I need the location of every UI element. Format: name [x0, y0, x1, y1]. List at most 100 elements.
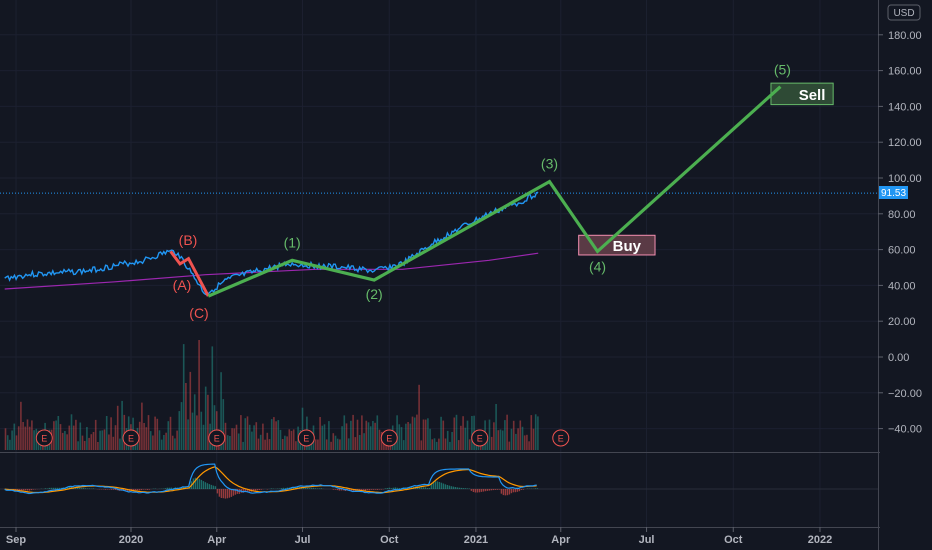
histogram-bar — [368, 489, 371, 491]
volume-bar — [438, 438, 440, 450]
volume-bar — [523, 435, 526, 450]
histogram-bar — [66, 487, 69, 489]
histogram-bar — [426, 488, 429, 489]
histogram-bar — [422, 487, 425, 489]
sell-zone-label: Sell — [799, 87, 826, 104]
volume-bar — [361, 415, 363, 450]
volume-bar — [365, 420, 368, 450]
volume-bar — [420, 440, 423, 450]
volume-bar — [244, 418, 247, 450]
time-tick-label: Apr — [207, 534, 227, 546]
volume-bar — [515, 433, 517, 450]
volume-bar — [411, 416, 414, 450]
volume-bar — [343, 415, 346, 450]
histogram-bar — [534, 488, 537, 489]
histogram-bar — [420, 487, 423, 489]
volume-bar — [11, 430, 13, 450]
volume-bar — [240, 415, 242, 450]
histogram-bar — [486, 489, 489, 491]
histogram-bar — [484, 489, 487, 492]
volume-bar — [202, 424, 205, 450]
volume-bar — [57, 416, 60, 450]
price-tick-label: 100.00 — [888, 173, 922, 185]
volume-bar — [55, 420, 57, 450]
price-axis[interactable]: 180.00 160.00 140.00 120.00 100.00 80.00 60.00… — [878, 30, 922, 436]
histogram-bar — [378, 489, 381, 490]
histogram-bar — [312, 487, 315, 489]
time-tick-label: Oct — [724, 534, 743, 546]
volume-bar — [31, 420, 33, 450]
volume-bar — [94, 419, 97, 450]
histogram-bar — [20, 489, 23, 491]
volume-bar — [70, 414, 73, 450]
earnings-marker — [208, 429, 226, 447]
volume-bar — [431, 439, 434, 450]
volume-bar — [358, 435, 361, 450]
histogram-bar — [442, 483, 445, 489]
volume-bar — [79, 422, 82, 450]
histogram-bar — [222, 489, 225, 499]
histogram-bar — [24, 489, 27, 491]
histogram-bar — [144, 489, 147, 490]
volume-bar — [537, 416, 539, 450]
volume-bar — [242, 441, 244, 450]
volume-bar — [534, 414, 537, 450]
volume-bar — [257, 438, 260, 450]
volume-bar — [418, 384, 420, 450]
volume-bar — [405, 423, 407, 450]
histogram-bar — [108, 489, 111, 490]
volume-bar — [292, 429, 295, 450]
last-price-badge: 91.53 — [879, 186, 908, 199]
price-pane: E E E E E E E (A) (B) (C) Buy Sell (1) (2) (3) (4) (5) — [0, 62, 878, 447]
volume-bar — [112, 436, 115, 450]
histogram-bar — [392, 487, 395, 489]
volume-bar — [180, 402, 183, 450]
impulse-wave-line — [207, 85, 782, 298]
currency-badge[interactable]: USD — [887, 4, 921, 21]
earnings-marker-label: E — [128, 434, 134, 444]
volume-bar — [24, 426, 27, 450]
volume-bar — [185, 383, 187, 450]
volume-bar — [367, 422, 370, 450]
volume-bar — [521, 426, 524, 450]
volume-bar — [191, 412, 194, 450]
volume-bar — [319, 417, 321, 450]
histogram-bar — [496, 489, 499, 490]
volume-bar — [422, 419, 425, 450]
volume-bar — [325, 439, 328, 450]
histogram-bar — [196, 478, 199, 489]
histogram-bar — [478, 489, 481, 493]
currency-badge-box[interactable] — [887, 4, 921, 21]
earnings-marker-label: E — [214, 434, 220, 444]
volume-bar — [506, 414, 508, 450]
histogram-bar — [88, 488, 91, 489]
volume-bar — [332, 433, 335, 450]
histogram-bar — [506, 489, 509, 496]
volume-bar — [440, 416, 442, 450]
earnings-marker — [380, 429, 398, 447]
volume-bar — [442, 420, 445, 450]
volume-bar — [64, 431, 66, 450]
histogram-bar — [458, 487, 461, 489]
histogram-bar — [494, 489, 497, 490]
volume-bar — [119, 438, 121, 450]
volume-bar — [176, 430, 178, 450]
volume-bar — [466, 420, 469, 450]
volume-bar — [347, 438, 350, 450]
histogram-bar — [360, 489, 363, 490]
volume-bar — [490, 436, 493, 450]
histogram-bar — [284, 488, 287, 489]
volume-bar — [141, 402, 143, 450]
price-tick-label: 180.00 — [888, 30, 922, 42]
volume-bar — [13, 423, 16, 450]
time-axis[interactable]: Sep 2020 Apr Jul Oct 2021 Apr Jul Oct 2022 — [6, 527, 832, 546]
volume-bar — [497, 430, 500, 450]
histogram-bar — [304, 487, 307, 489]
histogram-bar — [216, 489, 219, 494]
histogram-bar — [180, 487, 183, 489]
volume-bar — [99, 430, 101, 450]
earnings-marker — [122, 429, 140, 447]
volume-bar — [471, 416, 473, 450]
time-tick-label: Apr — [551, 534, 571, 546]
earnings-marker-label: E — [303, 434, 309, 444]
